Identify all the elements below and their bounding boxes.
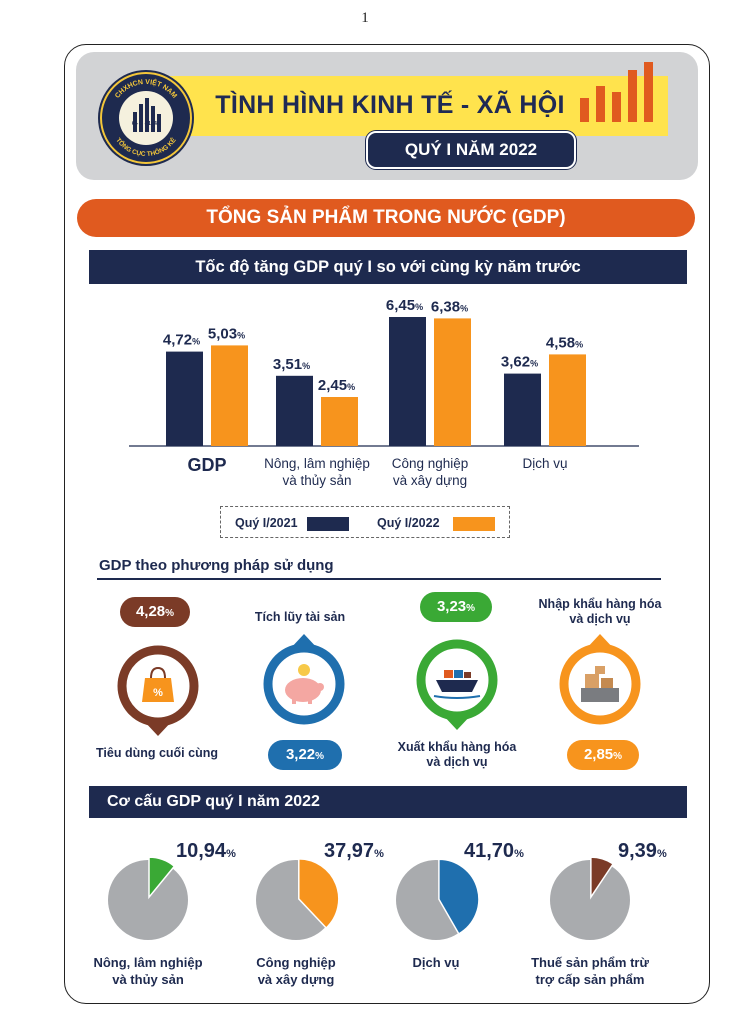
bar-2022-1 [321, 397, 358, 446]
category-label-2: Công nghiệp và xây dựng [391, 456, 469, 488]
pie-value-label: 10,94% [176, 840, 236, 862]
content-frame [64, 44, 710, 1004]
bar-2021-1 [276, 375, 313, 446]
growth-bar-chart: 4,72% 5,03% 3,51% 2,45% 6,45% 6,38% 3,62% 4,58% [89, 290, 687, 500]
usage-label-export-line2: và dịch vụ [426, 755, 488, 769]
pie-category-label: Dịch vụ [412, 955, 460, 970]
page-title: TÌNH HÌNH KINH TẾ - XÃ HỘI [215, 91, 565, 119]
bar-value-label: 2,45% [318, 377, 355, 394]
gso-logo: CHXHCN VIỆT NAM 6 - 5 - 1946 TỔNG CỤC TH… [98, 70, 194, 166]
bar-value-label: 6,38% [431, 298, 468, 315]
usage-label-consumption: Tiêu dùng cuối cùng [96, 746, 218, 760]
pie-value-label: 41,70% [464, 840, 524, 862]
growth-bar-svg: 4,72% 5,03% 3,51% 2,45% 6,45% 6,38% 3,62% 4,58% [129, 297, 639, 447]
section-banner: TỔNG SẢN PHẨM TRONG NƯỚC (GDP) [77, 199, 695, 237]
logo-date-text: 6 - 5 - 1946 [132, 121, 160, 127]
scale-boxes-icon [581, 666, 619, 702]
consumption-ring: % [117, 645, 199, 736]
legend-label-2022: Quý I/2022 [377, 516, 440, 530]
usage-label-export-line1: Xuất khẩu hàng hóa [397, 740, 517, 754]
growth-legend: Quý I/2021 Quý I/2022 [220, 506, 510, 538]
pie-remainder [108, 860, 188, 940]
usage-label-import-line1: Nhập khẩu hàng hóa [538, 597, 662, 611]
pie-value-label: 9,39% [618, 840, 667, 862]
bar-2021-2 [389, 317, 426, 446]
pie-category-label: Công nghiệp và xây dựng [256, 955, 336, 987]
usage-divider [97, 578, 661, 580]
title-band [128, 76, 668, 136]
pie-slice-2 [438, 858, 480, 935]
growth-chart-title: Tốc độ tăng GDP quý I so với cùng kỳ năm… [89, 250, 687, 284]
bar-2022-3 [549, 354, 586, 446]
bar-value-label: 3,51% [273, 356, 310, 373]
piggy-bank-icon [285, 664, 324, 704]
cargo-ship-icon [433, 670, 481, 699]
export-ring [416, 639, 498, 730]
bar-value-label: 4,58% [546, 334, 583, 351]
usage-value-export: 3,23% [420, 592, 492, 622]
bar-value-label: 6,45% [386, 297, 423, 314]
shopping-bag-icon: % [142, 666, 174, 702]
svg-text:%: % [153, 687, 163, 699]
category-label-0: GDP [187, 455, 227, 475]
bar-value-label: 4,72% [163, 332, 200, 349]
pie-3 [550, 856, 630, 940]
pie-slice-1 [298, 858, 340, 930]
bar-2021-0 [166, 351, 203, 446]
category-label-3: Dịch vụ [522, 456, 568, 471]
usage-section-title: GDP theo phương pháp sử dụng [99, 557, 334, 574]
bar-value-label: 3,62% [501, 354, 538, 371]
pie-0 [108, 856, 188, 940]
usage-value-import: 2,85% [567, 740, 639, 770]
pie-value-label: 37,97% [324, 840, 384, 862]
category-label-1: Nông, lâm nghiệp và thủy sản [264, 456, 370, 488]
legend-swatch-2022 [453, 517, 495, 531]
legend-swatch-2021 [307, 517, 349, 531]
bar-value-label: 5,03% [208, 325, 245, 342]
page-number: 1 [361, 10, 369, 26]
bar-chart-icon [580, 62, 653, 122]
bar-2022-2 [434, 318, 471, 446]
pie-category-label: Nông, lâm nghiệp và thủy sản [93, 955, 203, 987]
pie-slice-3 [590, 856, 615, 900]
legend-label-2021: Quý I/2021 [235, 516, 298, 530]
pie-category-label: Thuế sản phẩm trừ trợ cấp sản phẩm [531, 955, 649, 987]
usage-label-import-line2: và dịch vụ [569, 612, 631, 626]
period-badge: QUÝ I NĂM 2022 [366, 131, 576, 169]
usage-label-export: Xuất khẩu hàng hóa và dịch vụ [392, 740, 522, 770]
usage-label-import: Nhập khẩu hàng hóa và dịch vụ [535, 597, 665, 627]
bar-2021-3 [504, 373, 541, 446]
import-ring [559, 634, 641, 725]
pie-remainder [550, 860, 630, 940]
usage-label-accumulation: Tích lũy tài sản [254, 610, 346, 624]
pie-slice-0 [148, 856, 176, 900]
usage-value-accumulation: 3,22% [268, 740, 342, 770]
accumulation-ring [263, 634, 345, 725]
bar-2022-0 [211, 345, 248, 446]
pie-1 [256, 858, 340, 940]
structure-title: Cơ cấu GDP quý I năm 2022 [89, 786, 687, 818]
usage-value-consumption: 4,28% [120, 597, 190, 627]
pie-2 [396, 858, 480, 940]
